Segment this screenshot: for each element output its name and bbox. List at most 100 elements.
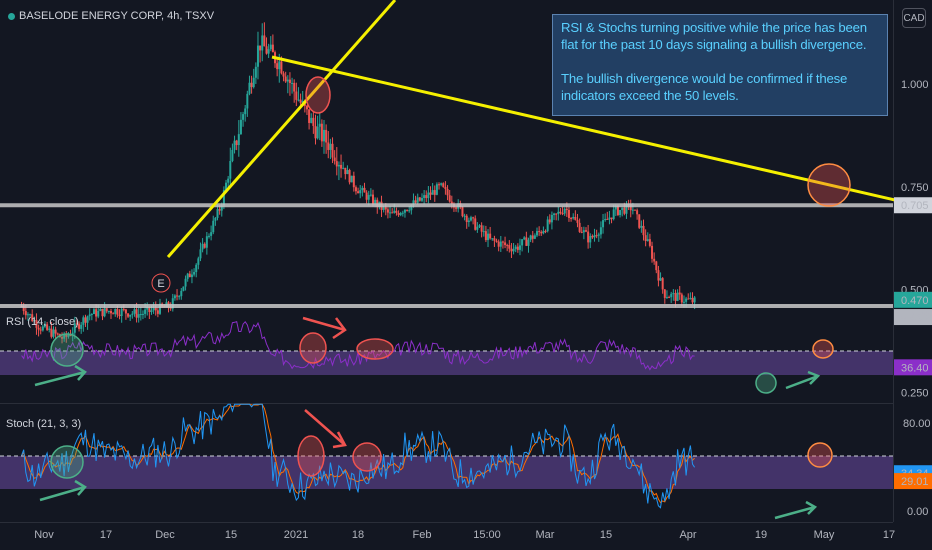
candle-body bbox=[31, 314, 34, 321]
candle-body bbox=[553, 213, 556, 215]
candle-body bbox=[691, 297, 694, 303]
candle-body bbox=[531, 235, 534, 239]
candle-body bbox=[86, 316, 89, 323]
candle-body bbox=[395, 210, 398, 213]
candle-body bbox=[220, 205, 223, 211]
candle-body bbox=[393, 210, 396, 213]
candle-body bbox=[107, 310, 110, 312]
candle-body bbox=[608, 217, 611, 220]
candle-body bbox=[463, 215, 466, 217]
time-tick-label: Dec bbox=[155, 529, 175, 541]
candle-body bbox=[546, 219, 549, 232]
price-tick-label: 0.250 bbox=[901, 387, 929, 399]
candle-body bbox=[99, 308, 102, 311]
price-label: 0.450 bbox=[901, 312, 929, 324]
candle-body bbox=[171, 298, 174, 309]
candle-body bbox=[323, 129, 326, 142]
candle-body bbox=[536, 231, 539, 236]
candle-body bbox=[320, 123, 323, 142]
candle-body bbox=[344, 167, 347, 175]
candle-body bbox=[359, 190, 362, 194]
time-tick-label: 17 bbox=[100, 529, 112, 541]
candle-body bbox=[65, 334, 68, 337]
price-circle-marker bbox=[305, 76, 331, 114]
candle-body bbox=[197, 258, 200, 265]
candle-body bbox=[516, 246, 519, 250]
candle-body bbox=[440, 183, 443, 185]
candle-body bbox=[24, 311, 27, 316]
candle-body bbox=[418, 197, 421, 201]
candle-body bbox=[386, 209, 389, 213]
candle-body bbox=[218, 209, 221, 211]
candle-body bbox=[467, 220, 470, 223]
candle-body bbox=[538, 231, 541, 233]
candle-body bbox=[523, 237, 526, 240]
stoch-d-value-label: 29.01 bbox=[901, 476, 929, 488]
candle-body bbox=[159, 303, 161, 314]
candle-body bbox=[203, 243, 206, 248]
candle-body bbox=[154, 307, 157, 311]
candle-body bbox=[495, 240, 498, 242]
candle-body bbox=[235, 140, 238, 146]
candle-body bbox=[474, 218, 477, 230]
stoch-red-arrow-icon bbox=[304, 409, 347, 449]
candle-body bbox=[156, 310, 159, 314]
candle-body bbox=[269, 44, 272, 50]
candle-body bbox=[259, 45, 262, 51]
candle-body bbox=[267, 49, 270, 54]
candle-body bbox=[63, 334, 66, 339]
candle-body bbox=[29, 314, 32, 316]
candle-body bbox=[190, 274, 193, 278]
candle-body bbox=[214, 217, 217, 221]
candle-body bbox=[444, 186, 447, 189]
candle-body bbox=[327, 142, 330, 150]
candle-body bbox=[433, 190, 436, 195]
candle-body bbox=[346, 170, 349, 175]
candle-body bbox=[284, 76, 287, 82]
candle-body bbox=[591, 236, 594, 238]
candle-body bbox=[574, 216, 577, 220]
time-tick-label: 15 bbox=[600, 529, 612, 541]
price-label-box bbox=[894, 309, 932, 326]
candle-body bbox=[578, 222, 581, 232]
candle-body bbox=[435, 184, 438, 195]
candle-body bbox=[352, 175, 355, 188]
candle-body bbox=[114, 309, 117, 314]
candle-body bbox=[367, 195, 370, 200]
candle-body bbox=[152, 307, 155, 311]
candle-body bbox=[550, 214, 553, 223]
candle-body bbox=[176, 295, 179, 297]
candle-body bbox=[663, 289, 666, 298]
time-tick-label: Apr bbox=[679, 529, 696, 541]
candle-body bbox=[201, 243, 204, 250]
currency-button[interactable]: CAD bbox=[902, 8, 926, 28]
candle-body bbox=[676, 292, 679, 301]
candle-body bbox=[478, 225, 481, 227]
candle-body bbox=[542, 230, 545, 234]
stoch-green-circle bbox=[50, 445, 84, 479]
candle-body bbox=[137, 314, 140, 318]
candle-body bbox=[182, 286, 185, 291]
candle-body bbox=[533, 235, 536, 239]
candle-body bbox=[233, 140, 236, 150]
candle-body bbox=[410, 204, 413, 211]
candle-body bbox=[384, 207, 387, 210]
candle-body bbox=[325, 129, 328, 143]
candle-body bbox=[288, 79, 291, 83]
rsi-title: RSI (14, close) bbox=[6, 316, 79, 328]
candle-body bbox=[585, 230, 587, 232]
candle-body bbox=[372, 194, 374, 205]
candle-body bbox=[256, 45, 259, 67]
candle-body bbox=[582, 230, 585, 233]
candle-body bbox=[640, 225, 643, 228]
candle-body bbox=[246, 93, 249, 109]
candle-body bbox=[131, 313, 134, 315]
candle-body bbox=[75, 323, 78, 325]
candle-body bbox=[661, 278, 664, 290]
annotation-box[interactable]: RSI & Stochs turning positive while the … bbox=[552, 14, 888, 116]
candle-body bbox=[210, 232, 213, 236]
candle-body bbox=[685, 298, 688, 302]
candle-body bbox=[124, 309, 127, 314]
candle-body bbox=[412, 200, 415, 205]
